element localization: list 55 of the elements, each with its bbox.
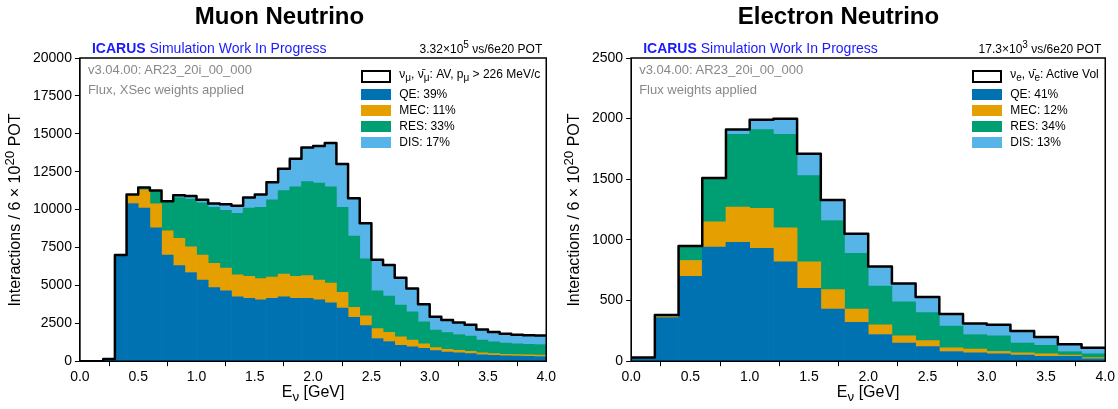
text: ICARUS Simulation Work In Progress xyxy=(643,40,878,56)
y-tick-label: 2500 xyxy=(591,48,624,65)
x-tick-label: 2.0 xyxy=(303,368,324,385)
y-tick-label: 5000 xyxy=(40,276,73,293)
text: 3.32×10$^{5}$ νs/6e20 POT xyxy=(419,39,543,56)
legend-label: MEC: 11% xyxy=(399,102,456,119)
x-tick-label: 4.0 xyxy=(536,368,557,385)
y-tick-label: 2500 xyxy=(40,314,73,331)
x-tick-label: 1.0 xyxy=(739,368,760,385)
x-tick-label: 0.0 xyxy=(621,368,642,385)
y-tick-label: 15000 xyxy=(32,124,73,141)
x-tick-label: 4.0 xyxy=(1095,368,1116,385)
x-tick-label: 3.0 xyxy=(419,368,440,385)
y-tick-label: 17500 xyxy=(32,86,73,103)
y-tick-label: 500 xyxy=(599,291,624,308)
legend-label: DIS: 13% xyxy=(1010,134,1061,151)
annotation: v3.04.00: AR23_20i_00_000 xyxy=(639,62,804,77)
legend-label: QE: 41% xyxy=(1010,86,1059,103)
x-tick-label: 2.5 xyxy=(361,368,382,385)
y-tick-label: 0 xyxy=(64,352,73,369)
x-tick-label: 3.0 xyxy=(977,368,997,385)
text: ICARUS Simulation Work In Progress xyxy=(91,40,327,56)
x-tick-label: 3.5 xyxy=(1036,368,1056,385)
y-tick-label: 0 xyxy=(615,352,624,369)
annotation: Flux, XSec weights applied xyxy=(87,82,245,97)
y-tick-label: 1500 xyxy=(591,170,624,187)
chart-title: Muon Neutrino xyxy=(194,2,365,30)
x-tick-label: 3.5 xyxy=(478,368,498,385)
x-tick-label: 0.0 xyxy=(70,368,90,385)
x-tick-label: 0.5 xyxy=(128,368,149,385)
x-tick-label: 0.5 xyxy=(680,368,701,385)
x-tick-label: 1.5 xyxy=(799,368,819,385)
legend-label: RES: 34% xyxy=(1010,118,1066,135)
y-tick-label: 1000 xyxy=(591,230,624,247)
x-tick-label: 2.5 xyxy=(917,368,938,385)
annotation: Flux weights applied xyxy=(639,82,757,97)
annotation: v3.04.00: AR23_20i_00_000 xyxy=(87,62,253,77)
y-tick-label: 2000 xyxy=(591,109,624,126)
x-tick-label: 2.0 xyxy=(858,368,879,385)
legend-label: QE: 39% xyxy=(399,86,448,103)
legend-label: DIS: 17% xyxy=(399,134,450,151)
y-tick-label: 10000 xyxy=(32,200,73,217)
x-tick-label: 1.0 xyxy=(186,368,207,385)
legend-label: RES: 33% xyxy=(399,118,455,135)
x-axis-title: E$_{ν}$ [GeV] xyxy=(836,383,900,405)
legend-label: ν$_{μ}$, ν̄$_{μ}$: AV, p$_{μ}$ > 226 MeV/c xyxy=(399,66,541,86)
legend-label: ν$_{e}$, ν̄$_{e}$: Active Vol xyxy=(1010,66,1099,86)
legend-label: MEC: 12% xyxy=(1010,102,1068,119)
x-axis-title: E$_{ν}$ [GeV] xyxy=(281,383,345,405)
text: 17.3×10$^{3}$ νs/6e20 POT xyxy=(978,39,1102,56)
chart-title: Electron Neutrino xyxy=(737,2,940,30)
y-tick-label: 20000 xyxy=(32,48,73,65)
x-tick-label: 1.5 xyxy=(245,368,265,385)
y-tick-label: 12500 xyxy=(32,162,73,179)
y-tick-label: 7500 xyxy=(40,238,73,255)
